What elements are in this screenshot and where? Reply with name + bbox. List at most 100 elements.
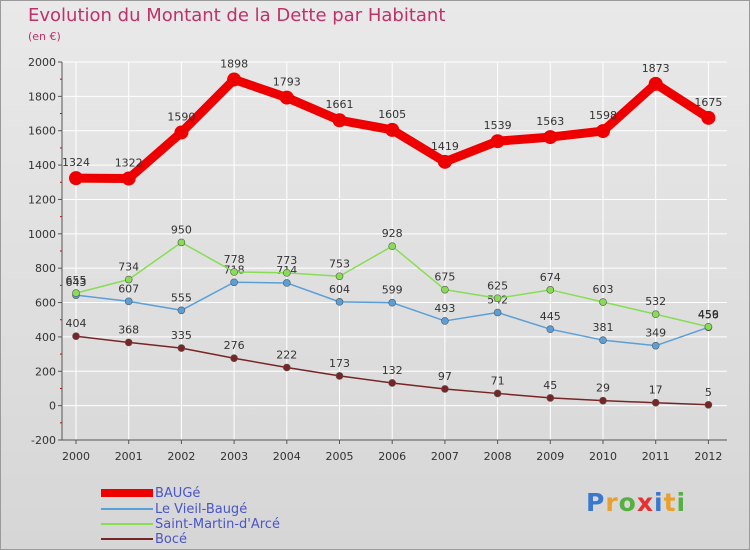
- data-point-baugé: [543, 130, 558, 145]
- data-point-bocé: [72, 332, 80, 341]
- tick-label-x: 2012: [694, 450, 722, 463]
- data-point-baugé: [227, 72, 242, 87]
- data-point-bocé: [493, 389, 502, 398]
- tick-label-x: 2009: [536, 450, 564, 463]
- data-label-baugé: 1598: [589, 109, 617, 122]
- data-point-baugé: [332, 113, 347, 128]
- tick-label-y: 600: [35, 297, 56, 310]
- tick-label-y: 1000: [28, 228, 56, 241]
- tick-label-y: 1400: [28, 159, 56, 172]
- legend-item-saint-martin-d-arcé: Saint-Martin-d'Arcé: [101, 516, 280, 532]
- tick-label-x: 2004: [273, 450, 301, 463]
- data-label-baugé: 1419: [431, 140, 459, 153]
- data-point-saint-martin-d-arcé: [335, 272, 344, 281]
- legend-item-le-vieil-baugé: Le Vieil-Baugé: [101, 502, 247, 517]
- legend-swatch-bocé: [101, 538, 153, 540]
- data-point-le-vieil-baugé: [177, 306, 186, 315]
- data-label-saint-martin-d-arcé: 459: [698, 308, 719, 321]
- data-label-le-vieil-baugé: 604: [329, 283, 350, 296]
- tick-label-x: 2002: [167, 450, 195, 463]
- data-point-saint-martin-d-arcé: [230, 268, 238, 276]
- data-point-bocé: [230, 354, 238, 363]
- data-point-le-vieil-baugé: [124, 297, 133, 306]
- data-label-baugé: 1661: [326, 98, 354, 111]
- data-point-baugé: [648, 76, 663, 91]
- legend-label: Bocé: [155, 531, 188, 547]
- data-point-saint-martin-d-arcé: [704, 322, 713, 331]
- data-label-baugé: 1873: [642, 62, 670, 75]
- data-label-saint-martin-d-arcé: 603: [593, 283, 614, 296]
- data-point-le-vieil-baugé: [493, 308, 502, 317]
- data-point-le-vieil-baugé: [599, 336, 607, 344]
- logo-letter: o: [618, 488, 637, 517]
- data-point-bocé: [388, 379, 397, 387]
- data-point-le-vieil-baugé: [651, 341, 660, 350]
- legend-swatch-saint-martin-d-arcé: [101, 523, 153, 525]
- tick-label-y: 1800: [28, 90, 56, 103]
- data-label-le-vieil-baugé: 643: [66, 276, 87, 289]
- data-label-baugé: 1322: [115, 156, 143, 169]
- data-point-le-vieil-baugé: [388, 298, 397, 307]
- data-label-baugé: 1898: [220, 58, 248, 71]
- legend-label: Saint-Martin-d'Arcé: [155, 516, 280, 532]
- data-label-le-vieil-baugé: 456: [698, 308, 719, 321]
- data-point-bocé: [177, 344, 186, 352]
- tick-label-x: 2005: [326, 450, 354, 463]
- data-point-bocé: [599, 396, 607, 405]
- tick-label-x: 2011: [642, 450, 670, 463]
- chart-title: Evolution du Montant de la Dette par Hab…: [28, 5, 446, 26]
- data-point-baugé: [490, 134, 505, 149]
- data-label-bocé: 71: [491, 374, 505, 387]
- data-point-bocé: [704, 400, 713, 409]
- data-label-saint-martin-d-arcé: 734: [118, 261, 139, 274]
- data-point-saint-martin-d-arcé: [651, 310, 660, 319]
- logo-letter: P: [586, 488, 606, 517]
- data-label-le-vieil-baugé: 349: [645, 327, 666, 340]
- data-point-baugé: [437, 154, 452, 169]
- data-label-baugé: 1563: [536, 115, 564, 128]
- data-label-saint-martin-d-arcé: 625: [487, 279, 508, 292]
- tick-label-x: 2007: [431, 450, 459, 463]
- data-label-saint-martin-d-arcé: 655: [66, 274, 87, 287]
- logo-letter: r: [605, 488, 619, 517]
- data-label-saint-martin-d-arcé: 773: [276, 254, 297, 267]
- logo-letter: x: [636, 488, 654, 517]
- tick-label-y: 400: [35, 331, 56, 344]
- data-point-saint-martin-d-arcé: [72, 289, 80, 297]
- data-point-bocé: [546, 394, 555, 402]
- logo-letter: i: [676, 488, 687, 517]
- tick-label-y: -200: [31, 434, 56, 447]
- data-point-saint-martin-d-arcé: [493, 294, 502, 303]
- legend-label: BAUGé: [155, 485, 201, 501]
- data-label-saint-martin-d-arcé: 778: [224, 253, 245, 266]
- data-point-baugé: [121, 171, 136, 186]
- data-point-saint-martin-d-arcé: [124, 275, 133, 284]
- tick-label-x: 2010: [589, 450, 617, 463]
- data-point-le-vieil-baugé: [441, 317, 449, 325]
- tick-label-y: 1600: [28, 125, 56, 138]
- data-label-bocé: 173: [329, 357, 350, 370]
- tick-label-x: 2003: [220, 450, 248, 463]
- data-point-baugé: [174, 125, 189, 140]
- data-point-baugé: [596, 124, 610, 139]
- tick-label-y: 800: [35, 262, 56, 275]
- data-point-le-vieil-baugé: [546, 325, 555, 333]
- data-point-bocé: [282, 363, 291, 372]
- data-point-le-vieil-baugé: [335, 298, 344, 306]
- tick-label-x: 2000: [62, 450, 90, 463]
- data-label-le-vieil-baugé: 445: [540, 310, 561, 323]
- data-label-bocé: 368: [118, 323, 139, 336]
- data-label-baugé: 1590: [167, 110, 195, 123]
- data-label-le-vieil-baugé: 599: [382, 284, 403, 297]
- data-point-saint-martin-d-arcé: [177, 238, 186, 247]
- legend-item-bocé: Bocé: [101, 531, 188, 547]
- data-label-bocé: 222: [276, 348, 297, 361]
- tick-label-y: 200: [35, 365, 56, 378]
- data-point-saint-martin-d-arcé: [282, 269, 291, 277]
- tick-label-x: 2006: [378, 450, 406, 463]
- data-label-le-vieil-baugé: 493: [434, 302, 455, 315]
- data-point-le-vieil-baugé: [230, 278, 238, 287]
- data-label-le-vieil-baugé: 607: [118, 282, 139, 295]
